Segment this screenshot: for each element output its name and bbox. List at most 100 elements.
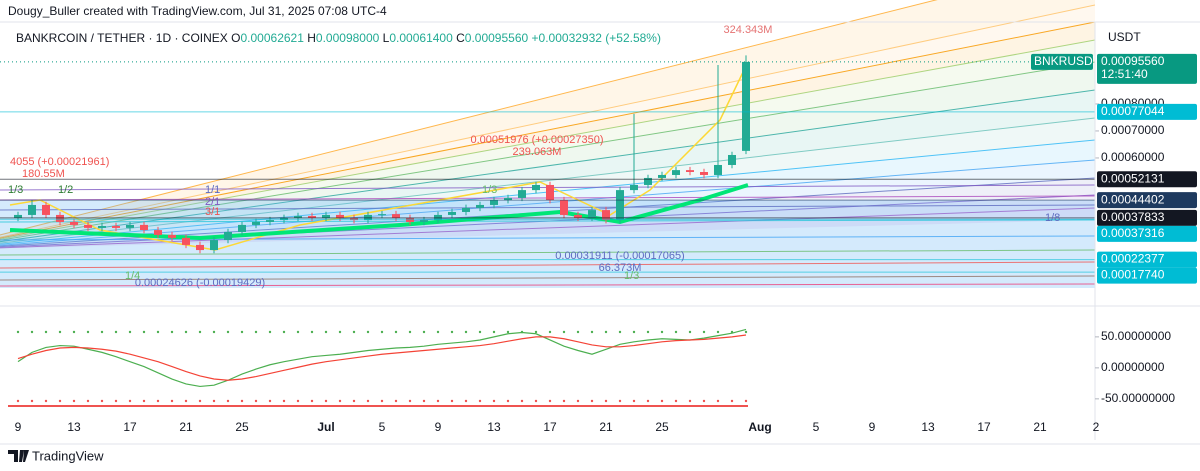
signal-dot (240, 399, 244, 403)
signal-dot (16, 399, 20, 403)
fan-line (0, 204, 1096, 211)
signal-dot (646, 399, 650, 403)
candle-body (56, 214, 64, 222)
currency: USDT (1108, 30, 1141, 44)
signal-dot (338, 330, 342, 334)
signal-dot (114, 399, 118, 403)
candle-body (182, 237, 190, 245)
signal-dot (604, 330, 608, 334)
fan-line (0, 275, 1096, 281)
signal-dot (282, 330, 286, 334)
signal-dot (58, 399, 62, 403)
signal-dot (464, 330, 468, 334)
oscillator-line (17, 328, 747, 388)
fib-label: 1/3 (624, 270, 639, 282)
fan-line (0, 61, 1096, 241)
y-tick-label: 0.00060000 (1101, 150, 1165, 164)
x-tick-label: 9 (869, 420, 876, 434)
y-tick-label: -50.00000000 (1101, 391, 1175, 405)
price-tag (1097, 251, 1197, 268)
signal-dot (198, 399, 202, 403)
last-price-tag (1097, 53, 1197, 84)
ohlc-value: 0.00095560 (464, 31, 529, 45)
ohlc-value: 0.00098000 (315, 31, 380, 45)
ohlc-key: H (307, 31, 316, 45)
signal-dot (744, 399, 748, 403)
signal-dot (478, 399, 482, 403)
signal-dot (282, 399, 286, 403)
signal-dot (744, 330, 748, 334)
fib-label: 1/3 (8, 184, 23, 196)
signal-dot (198, 330, 202, 334)
x-tick-label: 9 (435, 420, 442, 434)
ohlc-value: 0.00062621 (240, 31, 304, 45)
signal-dot (562, 399, 566, 403)
fib-label: 3/1 (205, 206, 220, 218)
signal-dot (30, 399, 34, 403)
signal-dot (44, 330, 48, 334)
price-tag (1097, 209, 1197, 226)
price-tag-label: 0.00017740 (1101, 268, 1165, 282)
candle-body (238, 224, 246, 232)
y-tick-label: 0.00000000 (1101, 360, 1165, 374)
price-tag-label: 0.00052131 (1101, 171, 1165, 185)
signal-dot (100, 330, 104, 334)
fan-line (0, 219, 1096, 223)
signal-dot (254, 330, 258, 334)
x-tick-label: 17 (123, 420, 137, 434)
signal-dot (534, 330, 538, 334)
annotation: 4055 (+0.00021961) (10, 156, 109, 168)
price-tag (1097, 192, 1197, 209)
signal-dot (366, 399, 370, 403)
x-tick-label: 9 (15, 420, 22, 434)
candle-body (420, 220, 428, 222)
signal-dot (16, 330, 20, 334)
x-tick-label: 13 (487, 420, 501, 434)
candle-body (406, 217, 414, 222)
symbol-tag (1031, 53, 1093, 70)
signal-dot (212, 330, 216, 334)
fan-line (0, 21, 1096, 239)
signal-dot (716, 330, 720, 334)
signal-dot (72, 330, 76, 334)
signal-dot (128, 330, 132, 334)
candle-body (196, 244, 204, 251)
x-tick-label: 21 (1033, 420, 1047, 434)
x-tick-label: 21 (179, 420, 193, 434)
fan-line (0, 117, 1096, 244)
candle-body (140, 224, 148, 231)
candle-body (546, 184, 554, 201)
symbol: BANKRCOIN / TETHER · 1D · COINEX (16, 31, 228, 45)
signal-dot (506, 330, 510, 334)
signal-dot (338, 399, 342, 403)
signal-dot (394, 330, 398, 334)
annotation: 66.373M (599, 262, 642, 274)
signal-dot (30, 330, 34, 334)
signal-dot (254, 399, 258, 403)
candle-body (714, 164, 722, 175)
candle-body (616, 190, 624, 221)
signal-dot (660, 330, 664, 334)
annotation: 0.00051976 (+0.00027350) (470, 134, 603, 146)
signal-dot (296, 399, 300, 403)
signal-dot (478, 330, 482, 334)
candle-body (462, 207, 470, 212)
annotation: 324.343M (724, 24, 773, 36)
ohlc-key: C (456, 31, 465, 45)
signal-dot (170, 330, 174, 334)
x-tick-label: 5 (813, 420, 820, 434)
fan-line (0, 139, 1096, 245)
signal-dot (632, 330, 636, 334)
x-tick-label: 5 (379, 420, 386, 434)
candle-body (378, 214, 386, 216)
signal-dot (296, 330, 300, 334)
candle-body (532, 184, 540, 191)
ohlc-key: L (382, 31, 390, 45)
price-tag (1097, 103, 1197, 120)
x-tick-label: 13 (921, 420, 935, 434)
countdown: 12:51:40 (1101, 67, 1148, 81)
candle-body (574, 214, 582, 218)
signal-dot (408, 330, 412, 334)
candle-body (252, 221, 260, 225)
fib-label: 1/3 (482, 184, 497, 196)
